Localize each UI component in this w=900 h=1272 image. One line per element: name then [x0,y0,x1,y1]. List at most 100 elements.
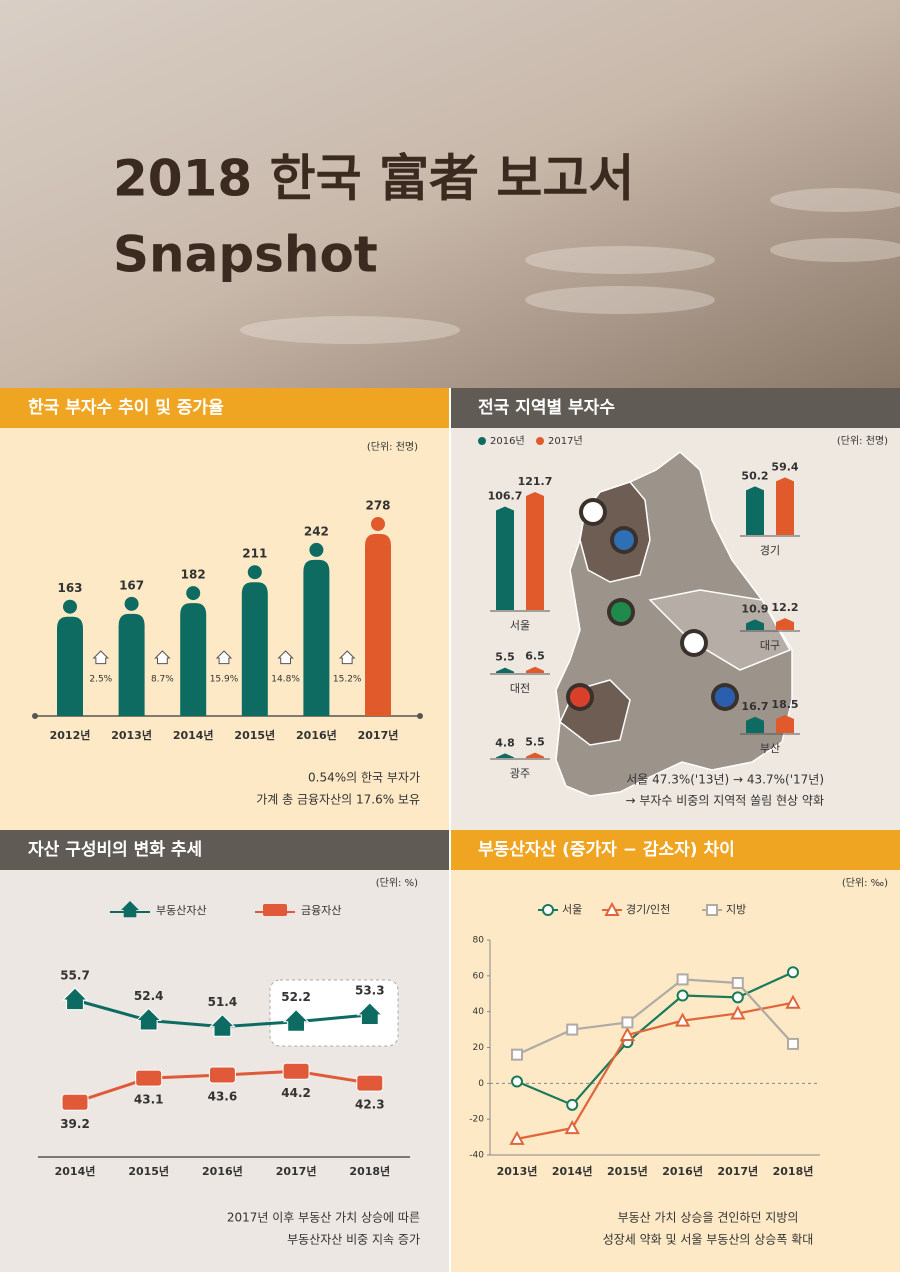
unit-label: (단위: 천명) [367,440,418,453]
point-marker [676,989,689,1002]
header-bg [0,0,900,388]
section-header [0,388,449,428]
growth-label: 15.2% [333,675,362,685]
legend-label: 금융자산 [301,904,341,917]
legend-label: 지방 [726,903,746,916]
unit-label: (단위: %) [376,876,418,889]
panel [451,870,900,1272]
point-icon [61,987,89,1011]
bar [303,542,330,716]
x-tick-label: 2017년 [276,1164,317,1178]
point-icon [282,1008,310,1032]
series-line [516,978,794,1056]
value-label: 52.2 [281,990,311,1004]
point-marker [731,977,744,989]
value-label: 182 [181,568,206,582]
value-label: 242 [304,524,329,538]
growth-icon [338,650,356,665]
note: 2017년 이후 부동산 가치 상승에 따른 [227,1211,420,1225]
note: 서울 47.3%('13년) → 43.7%('17년) [626,773,824,787]
value-label: 18.5 [771,698,798,711]
value-label: 121.7 [518,475,553,488]
axis-end [417,713,423,719]
growth-icon [215,650,233,665]
y-tick-label: -40 [469,1151,484,1161]
point-marker [621,1016,634,1029]
legend-marker [706,904,718,916]
bar [241,565,268,716]
legend-label: 경기/인천 [626,902,670,916]
page-title: 2018 한국 富者 보고서 [113,150,634,208]
value-label: 16.7 [741,700,768,713]
point-marker [674,1012,691,1027]
map-pins [566,498,739,711]
value-label: 278 [365,499,390,513]
unit-label: (단위: ‰) [842,876,888,889]
value-label: 5.5 [525,736,545,749]
value-label: 59.4 [771,460,798,473]
legend-label: 부동산자산 [156,904,207,917]
value-label: 106.7 [488,490,523,503]
bar [118,596,145,716]
bar [776,715,794,733]
point-marker [730,1005,746,1020]
point-marker [731,991,744,1004]
legend-label: 2017년 [548,435,583,447]
point-marker [566,1098,579,1111]
bar [746,486,764,535]
value-label: 43.1 [134,1093,164,1107]
category-label: 대전 [510,682,530,695]
point-marker [785,994,801,1009]
value-label: 51.4 [208,995,238,1009]
point-icon [356,1074,384,1092]
bar [496,506,514,610]
value-label: 39.2 [60,1117,90,1131]
x-tick-label: 2015년 [234,728,275,742]
value-label: 42.3 [355,1098,385,1112]
point-icon [61,1093,89,1111]
point-marker [619,1026,636,1041]
series-line [516,1001,794,1140]
y-tick-label: 80 [473,936,485,946]
legend-dot [536,437,544,445]
point-marker [787,966,799,979]
value-label: 44.2 [281,1086,311,1100]
x-tick-label: 2014년 [55,1164,96,1178]
x-tick-label: 2015년 [128,1164,169,1178]
value-label: 4.8 [495,736,515,749]
value-label: 52.4 [134,989,164,1003]
value-label: 211 [242,547,267,561]
bar [496,667,514,673]
y-tick-label: 20 [473,1043,485,1053]
growth-label: 2.5% [89,675,112,685]
category-label: 대구 [760,639,780,652]
value-label: 167 [119,578,144,592]
y-tick-label: 60 [473,971,485,981]
x-tick-label: 2012년 [50,728,91,742]
note: 0.54%의 한국 부자가 [308,771,420,785]
section-header [451,830,900,870]
note: 부동산자산 비중 지속 증가 [287,1233,420,1247]
point-marker [566,1023,579,1036]
x-tick-label: 2013년 [497,1164,538,1178]
growth-icon [277,650,294,665]
note: 성장세 약화 및 서울 부동산의 상승폭 확대 [603,1232,814,1247]
y-tick-label: -20 [469,1115,484,1125]
category-label: 경기 [760,544,780,557]
bar [526,666,544,673]
point-icon [135,1069,163,1087]
point-icon [208,1066,236,1084]
x-tick-label: 2015년 [607,1164,648,1178]
bar [496,753,514,758]
growth-icon [92,650,110,665]
point-icon [282,1062,310,1080]
page-subtitle: Snapshot [113,226,378,284]
bar [746,716,764,733]
bar [365,517,391,716]
y-tick-label: 40 [473,1007,485,1017]
section-header [451,388,900,428]
legend-label: 2016년 [490,435,525,447]
section-title: 전국 지역별 부자수 [478,398,615,418]
x-tick-label: 2014년 [552,1164,593,1178]
